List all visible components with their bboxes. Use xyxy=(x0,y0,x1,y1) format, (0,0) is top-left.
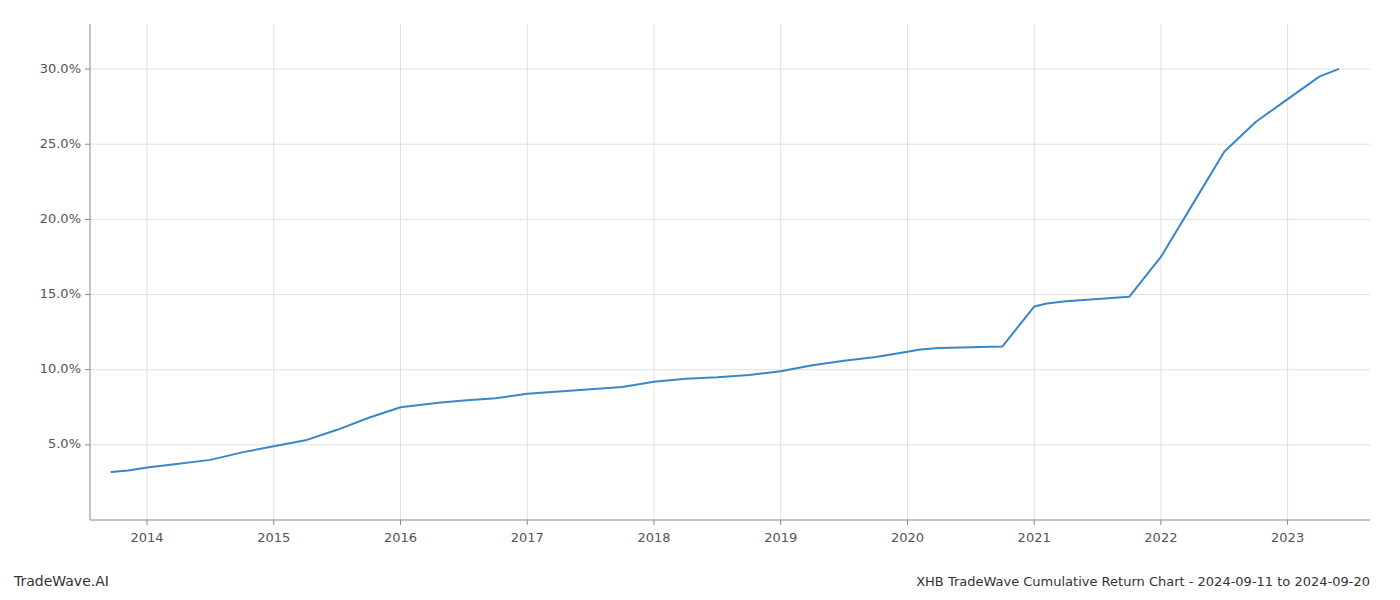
x-tick xyxy=(400,520,401,525)
background xyxy=(0,0,1400,600)
y-tick xyxy=(85,369,90,370)
y-grid-line xyxy=(90,369,1370,370)
grid xyxy=(90,24,1370,520)
y-tick-label: 25.0% xyxy=(40,136,81,151)
x-tick-label: 2022 xyxy=(1144,530,1177,545)
x-grid-line xyxy=(1160,24,1161,520)
x-tick-label: 2020 xyxy=(891,530,924,545)
x-tick-label: 2014 xyxy=(130,530,163,545)
x-grid-line xyxy=(780,24,781,520)
y-tick xyxy=(85,69,90,70)
x-tick xyxy=(147,520,148,525)
y-grid-line xyxy=(90,144,1370,145)
x-grid-line xyxy=(1034,24,1035,520)
x-tick-label: 2023 xyxy=(1271,530,1304,545)
y-tick xyxy=(85,444,90,445)
x-tick-label: 2018 xyxy=(637,530,670,545)
axes: 5.0% 10.0% 15.0% 20.0% 25.0% 30.0% 2014 2015 201… xyxy=(40,24,1370,545)
x-axis-line xyxy=(90,520,1370,521)
y-tick-label: 30.0% xyxy=(40,61,81,76)
x-grid-line xyxy=(400,24,401,520)
x-tick-label: 2017 xyxy=(511,530,544,545)
line xyxy=(112,69,1339,472)
x-grid-line xyxy=(907,24,908,520)
x-tick xyxy=(527,520,528,525)
y-tick-label: 20.0% xyxy=(40,211,81,226)
x-tick xyxy=(273,520,274,525)
y-axis-line xyxy=(90,24,91,520)
y-tick xyxy=(85,219,90,220)
x-tick xyxy=(653,520,654,525)
x-grid-line xyxy=(527,24,528,520)
chart-container: 5.0% 10.0% 15.0% 20.0% 25.0% 30.0% 2014 2015 201… xyxy=(0,0,1400,600)
x-tick xyxy=(1287,520,1288,525)
x-tick xyxy=(780,520,781,525)
y-tick-label: 15.0% xyxy=(40,286,81,301)
x-tick-label: 2021 xyxy=(1018,530,1051,545)
y-tick xyxy=(85,144,90,145)
x-grid-line xyxy=(147,24,148,520)
x-tick-label: 2019 xyxy=(764,530,797,545)
x-grid-line xyxy=(653,24,654,520)
y-tick xyxy=(85,294,90,295)
title: XHB TradeWave Cumulative Return Chart - … xyxy=(916,574,1370,589)
y-grid-line xyxy=(90,294,1370,295)
chart-svg: 5.0% 10.0% 15.0% 20.0% 25.0% 30.0% 2014 2015 201… xyxy=(0,0,1400,600)
x-tick xyxy=(1034,520,1035,525)
x-tick xyxy=(907,520,908,525)
x-tick-label: 2015 xyxy=(257,530,290,545)
y-tick-label: 10.0% xyxy=(40,361,81,376)
x-tick xyxy=(1160,520,1161,525)
y-grid-line xyxy=(90,219,1370,220)
watermark: TradeWave.AI xyxy=(13,573,109,589)
data-layer xyxy=(112,69,1339,472)
x-tick-label: 2016 xyxy=(384,530,417,545)
y-grid-line xyxy=(90,69,1370,70)
y-tick-label: 5.0% xyxy=(48,436,81,451)
